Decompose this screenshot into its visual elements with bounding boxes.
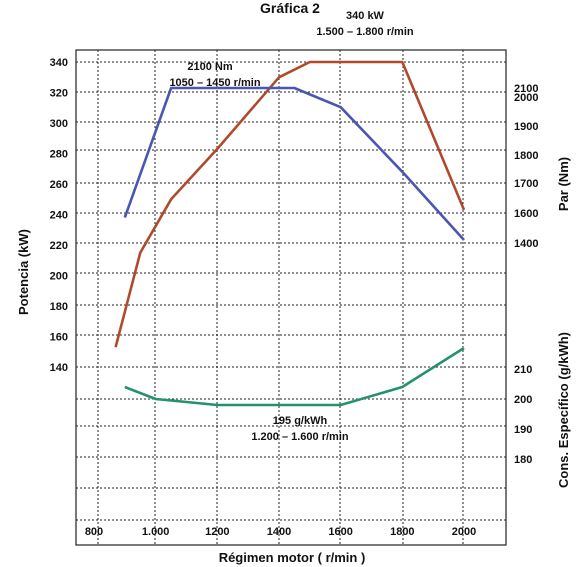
consumption-tick-label: 180 (514, 454, 532, 466)
annotation-power_peak: 340 kW (346, 10, 385, 22)
annotation-power_peak: 1.500 – 1.800 r/min (316, 26, 414, 38)
consumption-axis-title: Cons. Específico (g/kWh) (556, 332, 571, 488)
x-tick-label: 2000 (452, 526, 476, 538)
left-tick-label: 160 (50, 332, 68, 344)
x-axis-title: Régimen motor ( r/min ) (219, 550, 366, 565)
x-tick-label: 1200 (205, 526, 229, 538)
consumption-tick-label: 190 (514, 424, 532, 436)
torque-tick-label: 2000 (514, 92, 538, 104)
torque-axis-title: Par (Nm) (556, 157, 571, 211)
left-tick-label: 300 (50, 118, 68, 130)
left-tick-label: 320 (50, 88, 68, 100)
left-tick-label: 260 (50, 179, 68, 191)
x-tick-label: 1400 (267, 526, 291, 538)
series-line-power (114, 60, 466, 348)
annotation-consumption_min: 195 g/kWh (273, 415, 328, 427)
left-tick-label: 240 (50, 210, 68, 222)
torque-tick-label: 2100 (514, 83, 538, 95)
left-tick-label: 200 (50, 271, 68, 283)
series (114, 60, 466, 407)
left-tick-label: 180 (50, 301, 68, 313)
left-axis-title: Potencia (kW) (16, 229, 31, 315)
x-tick-label: 1.000 (142, 526, 170, 538)
x-axis-ticks: 800 1.000 1200 1400 1600 1800 2000 (85, 526, 476, 538)
annotation-torque_peak: 2100 Nm (187, 61, 232, 73)
annotation-torque_peak: 1050 – 1450 r/min (169, 77, 260, 89)
x-tick-label: 1800 (390, 526, 414, 538)
torque-tick-label: 1800 (514, 150, 538, 162)
series-line-torque (123, 86, 465, 241)
consumption-axis-ticks: 180 190 200 210 (514, 364, 532, 466)
x-tick-label: 1600 (328, 526, 352, 538)
torque-tick-label: 1700 (514, 178, 538, 190)
annotation-consumption_min: 1.200 – 1.600 r/min (251, 431, 349, 443)
x-tick-label: 800 (85, 526, 103, 538)
left-tick-label: 140 (50, 362, 68, 374)
left-axis-ticks: 140 160 180 200 220 240 260 280 300 320 340 (50, 57, 68, 374)
consumption-tick-label: 210 (514, 364, 532, 376)
left-tick-label: 220 (50, 240, 68, 252)
left-tick-label: 340 (50, 57, 68, 69)
plot-frame (75, 49, 507, 546)
chart-title: Gráfica 2 (260, 0, 320, 16)
grid (76, 50, 506, 545)
consumption-tick-label: 200 (514, 394, 532, 406)
annotations: 340 kW 1.500 – 1.800 r/min 2100 Nm 1050 – 1… (169, 10, 413, 443)
series-line-consumption (124, 346, 465, 407)
left-tick-label: 280 (50, 149, 68, 161)
torque-tick-label: 1600 (514, 208, 538, 220)
torque-tick-label: 1900 (514, 121, 538, 133)
torque-tick-label: 1400 (514, 238, 538, 250)
